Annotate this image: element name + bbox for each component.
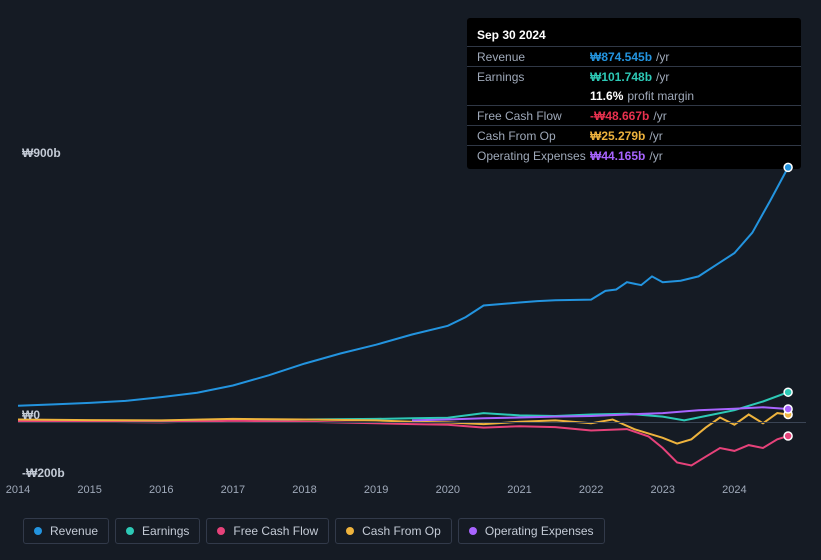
- series-revenue-end-dot-icon: [784, 163, 792, 171]
- tooltip-row-value: 11.6%profit margin: [590, 89, 694, 103]
- tooltip-row: Revenue₩874.545b/yr: [467, 46, 801, 66]
- series-fcf: [18, 421, 788, 466]
- financial-chart: { "background_color": "#151b24", "chart"…: [0, 0, 821, 560]
- series-fcf-end-dot-icon: [784, 432, 792, 440]
- x-axis-label: 2020: [436, 484, 460, 496]
- series-earnings: [18, 392, 788, 422]
- tooltip-row-label: Free Cash Flow: [477, 109, 590, 123]
- tooltip-row-value: -₩48.667b/yr: [590, 109, 667, 123]
- y-axis-label: -₩200b: [22, 466, 65, 480]
- chart-tooltip: Sep 30 2024 Revenue₩874.545b/yrEarnings₩…: [467, 18, 801, 169]
- legend-item-earnings[interactable]: Earnings: [115, 518, 200, 544]
- zero-baseline: [18, 422, 806, 423]
- legend-item-opex[interactable]: Operating Expenses: [458, 518, 605, 544]
- fcf-swatch-icon: [217, 527, 225, 535]
- x-axis-label: 2021: [507, 484, 531, 496]
- tooltip-row: Cash From Op₩25.279b/yr: [467, 125, 801, 145]
- series-opex-end-dot-icon: [784, 405, 792, 413]
- legend-item-label: Revenue: [50, 524, 98, 538]
- legend-item-revenue[interactable]: Revenue: [23, 518, 109, 544]
- tooltip-date: Sep 30 2024: [467, 22, 801, 46]
- tooltip-row: Earnings₩101.748b/yr: [467, 66, 801, 86]
- x-axis-label: 2016: [149, 484, 173, 496]
- tooltip-row: Free Cash Flow-₩48.667b/yr: [467, 105, 801, 125]
- legend-item-fcf[interactable]: Free Cash Flow: [206, 518, 329, 544]
- tooltip-row-value: ₩874.545b/yr: [590, 50, 669, 64]
- series-revenue: [18, 167, 788, 405]
- tooltip-row-value: ₩25.279b/yr: [590, 129, 663, 143]
- x-axis-label: 2015: [77, 484, 101, 496]
- legend: Revenue Earnings Free Cash Flow Cash From O…: [23, 518, 605, 544]
- legend-item-cfo[interactable]: Cash From Op: [335, 518, 452, 544]
- x-axis-label: 2014: [6, 484, 30, 496]
- tooltip-row-label: Earnings: [477, 70, 590, 84]
- y-axis-label: ₩900b: [22, 146, 61, 160]
- legend-item-label: Free Cash Flow: [233, 524, 318, 538]
- earnings-swatch-icon: [126, 527, 134, 535]
- tooltip-row: 11.6%profit margin: [467, 86, 801, 105]
- tooltip-row-label: [477, 89, 590, 103]
- x-axis-label: 2023: [650, 484, 674, 496]
- x-axis-label: 2018: [292, 484, 316, 496]
- x-axis-labels: 2014201520162017201820192020202120222023…: [18, 484, 806, 500]
- tooltip-row-label: Revenue: [477, 50, 590, 64]
- x-axis-label: 2024: [722, 484, 746, 496]
- y-axis-label: ₩0: [22, 408, 40, 422]
- tooltip-row-value: ₩101.748b/yr: [590, 70, 669, 84]
- x-axis-label: 2019: [364, 484, 388, 496]
- legend-item-label: Operating Expenses: [485, 524, 594, 538]
- series-earnings-end-dot-icon: [784, 388, 792, 396]
- legend-item-label: Cash From Op: [362, 524, 441, 538]
- plot-svg: [18, 160, 806, 480]
- plot-area: [18, 160, 806, 480]
- x-axis-label: 2017: [221, 484, 245, 496]
- legend-item-label: Earnings: [142, 524, 189, 538]
- cfo-swatch-icon: [346, 527, 354, 535]
- tooltip-row-label: Cash From Op: [477, 129, 590, 143]
- revenue-swatch-icon: [34, 527, 42, 535]
- opex-swatch-icon: [469, 527, 477, 535]
- x-axis-label: 2022: [579, 484, 603, 496]
